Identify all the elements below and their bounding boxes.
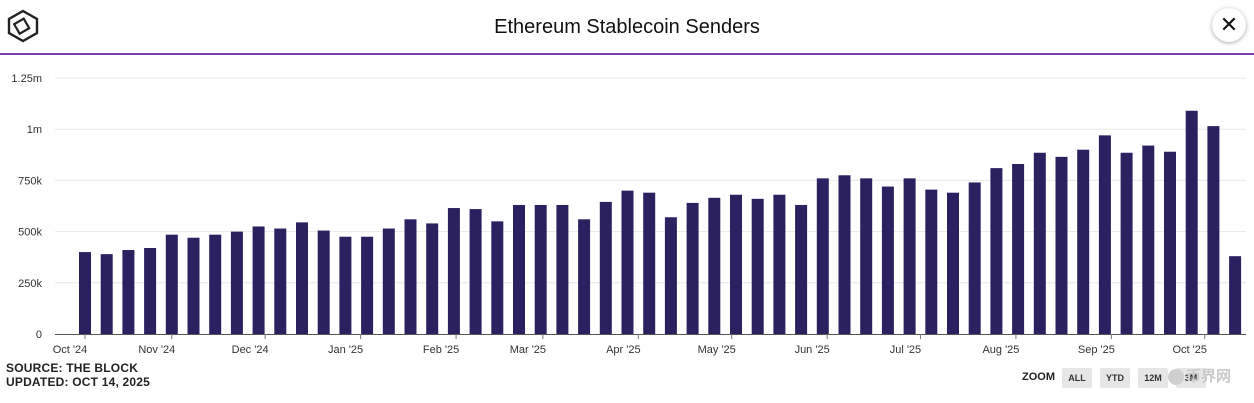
bar bbox=[144, 247, 157, 334]
header-divider bbox=[0, 53, 1254, 55]
bar bbox=[1164, 151, 1176, 334]
bar bbox=[1033, 152, 1046, 334]
zoom-all-button[interactable]: ALL bbox=[1062, 368, 1092, 388]
bar bbox=[795, 204, 808, 334]
y-tick-label: 1.25m bbox=[11, 73, 42, 85]
x-tick-label: Oct '25 bbox=[1172, 344, 1207, 356]
bar bbox=[1229, 256, 1242, 334]
close-button[interactable]: ✕ bbox=[1212, 8, 1246, 42]
bar bbox=[317, 230, 330, 334]
x-tick-label: Apr '25 bbox=[606, 344, 641, 356]
zoom-ytd-button[interactable]: YTD bbox=[1100, 368, 1130, 388]
x-tick-label: Sep '25 bbox=[1078, 344, 1115, 356]
bar bbox=[968, 182, 981, 334]
bar bbox=[1077, 149, 1090, 334]
bar bbox=[534, 204, 547, 334]
bar bbox=[79, 252, 91, 334]
bar bbox=[165, 234, 178, 334]
y-tick-label: 0 bbox=[36, 329, 42, 341]
bar bbox=[274, 228, 287, 334]
x-tick-label: Nov '24 bbox=[138, 344, 175, 356]
bar bbox=[730, 194, 742, 334]
bar bbox=[881, 186, 894, 334]
bar bbox=[230, 231, 243, 334]
bar bbox=[686, 202, 699, 334]
bar bbox=[773, 194, 786, 334]
zoom-12m-button[interactable]: 12M bbox=[1138, 368, 1168, 388]
bar bbox=[1098, 135, 1111, 334]
bar bbox=[925, 189, 938, 334]
bar bbox=[1207, 126, 1220, 335]
bar bbox=[491, 221, 504, 334]
bar bbox=[1185, 110, 1198, 334]
zoom-label: ZOOM bbox=[1022, 371, 1055, 383]
x-tick-label: Jun '25 bbox=[795, 344, 830, 356]
bar bbox=[838, 175, 851, 334]
chart-title: Ethereum Stablecoin Senders bbox=[494, 16, 760, 38]
bar bbox=[708, 197, 721, 334]
bar bbox=[252, 226, 265, 334]
bar bbox=[209, 234, 222, 334]
bar bbox=[187, 237, 200, 334]
updated-text: UPDATED: OCT 14, 2025 bbox=[6, 375, 151, 389]
bar bbox=[469, 209, 482, 334]
x-tick-label: Feb '25 bbox=[423, 344, 459, 356]
watermark: 币界网 bbox=[1168, 366, 1248, 388]
bar bbox=[860, 178, 873, 334]
y-tick-label: 250k bbox=[18, 278, 42, 290]
x-tick-label: Aug '25 bbox=[982, 344, 1019, 356]
bar bbox=[621, 190, 634, 334]
y-tick-label: 1m bbox=[27, 124, 42, 136]
bar bbox=[100, 254, 113, 334]
bar bbox=[447, 208, 460, 334]
bar bbox=[122, 250, 135, 334]
x-tick-label: May '25 bbox=[698, 344, 736, 356]
watermark-text: 币界网 bbox=[1186, 368, 1232, 385]
bar bbox=[947, 192, 959, 334]
bar-chart: 0 250k 500k 750k 1m 1.25m Oct '24 Nov '24 Dec '2… bbox=[11, 73, 1246, 356]
bar bbox=[513, 204, 525, 334]
bar bbox=[404, 219, 417, 334]
x-tick-label: Oct '24 bbox=[53, 344, 88, 356]
chart-header: Ethereum Stablecoin Senders ✕ bbox=[0, 0, 1254, 54]
the-block-logo-icon bbox=[7, 9, 39, 43]
bar bbox=[578, 219, 591, 334]
bar bbox=[361, 236, 374, 334]
bar bbox=[296, 222, 308, 334]
bar bbox=[1055, 156, 1068, 334]
x-tick-label: Jan '25 bbox=[328, 344, 363, 356]
x-tick-label: Jul '25 bbox=[890, 344, 921, 356]
source-note: SOURCE: THE BLOCK UPDATED: OCT 14, 2025 bbox=[6, 361, 150, 389]
bar bbox=[990, 168, 1003, 334]
bar bbox=[339, 236, 352, 334]
bar bbox=[1012, 164, 1025, 334]
zoom-3m-button[interactable]: 3M bbox=[1176, 368, 1206, 388]
bar bbox=[816, 178, 829, 334]
bar bbox=[751, 198, 764, 334]
y-tick-label: 500k bbox=[18, 227, 42, 239]
bar bbox=[426, 223, 439, 334]
x-tick-label: Mar '25 bbox=[510, 344, 546, 356]
source-text: SOURCE: THE BLOCK bbox=[6, 361, 139, 375]
x-tick-label: Dec '24 bbox=[232, 344, 269, 356]
bar bbox=[556, 204, 569, 334]
bar bbox=[903, 178, 916, 334]
bar bbox=[1142, 145, 1155, 334]
y-tick-label: 750k bbox=[18, 175, 42, 187]
bar bbox=[1120, 152, 1133, 334]
bar bbox=[643, 192, 656, 334]
bar bbox=[382, 228, 395, 334]
bar bbox=[599, 201, 612, 334]
bar bbox=[664, 217, 677, 334]
watermark-logo-icon bbox=[1168, 369, 1184, 386]
